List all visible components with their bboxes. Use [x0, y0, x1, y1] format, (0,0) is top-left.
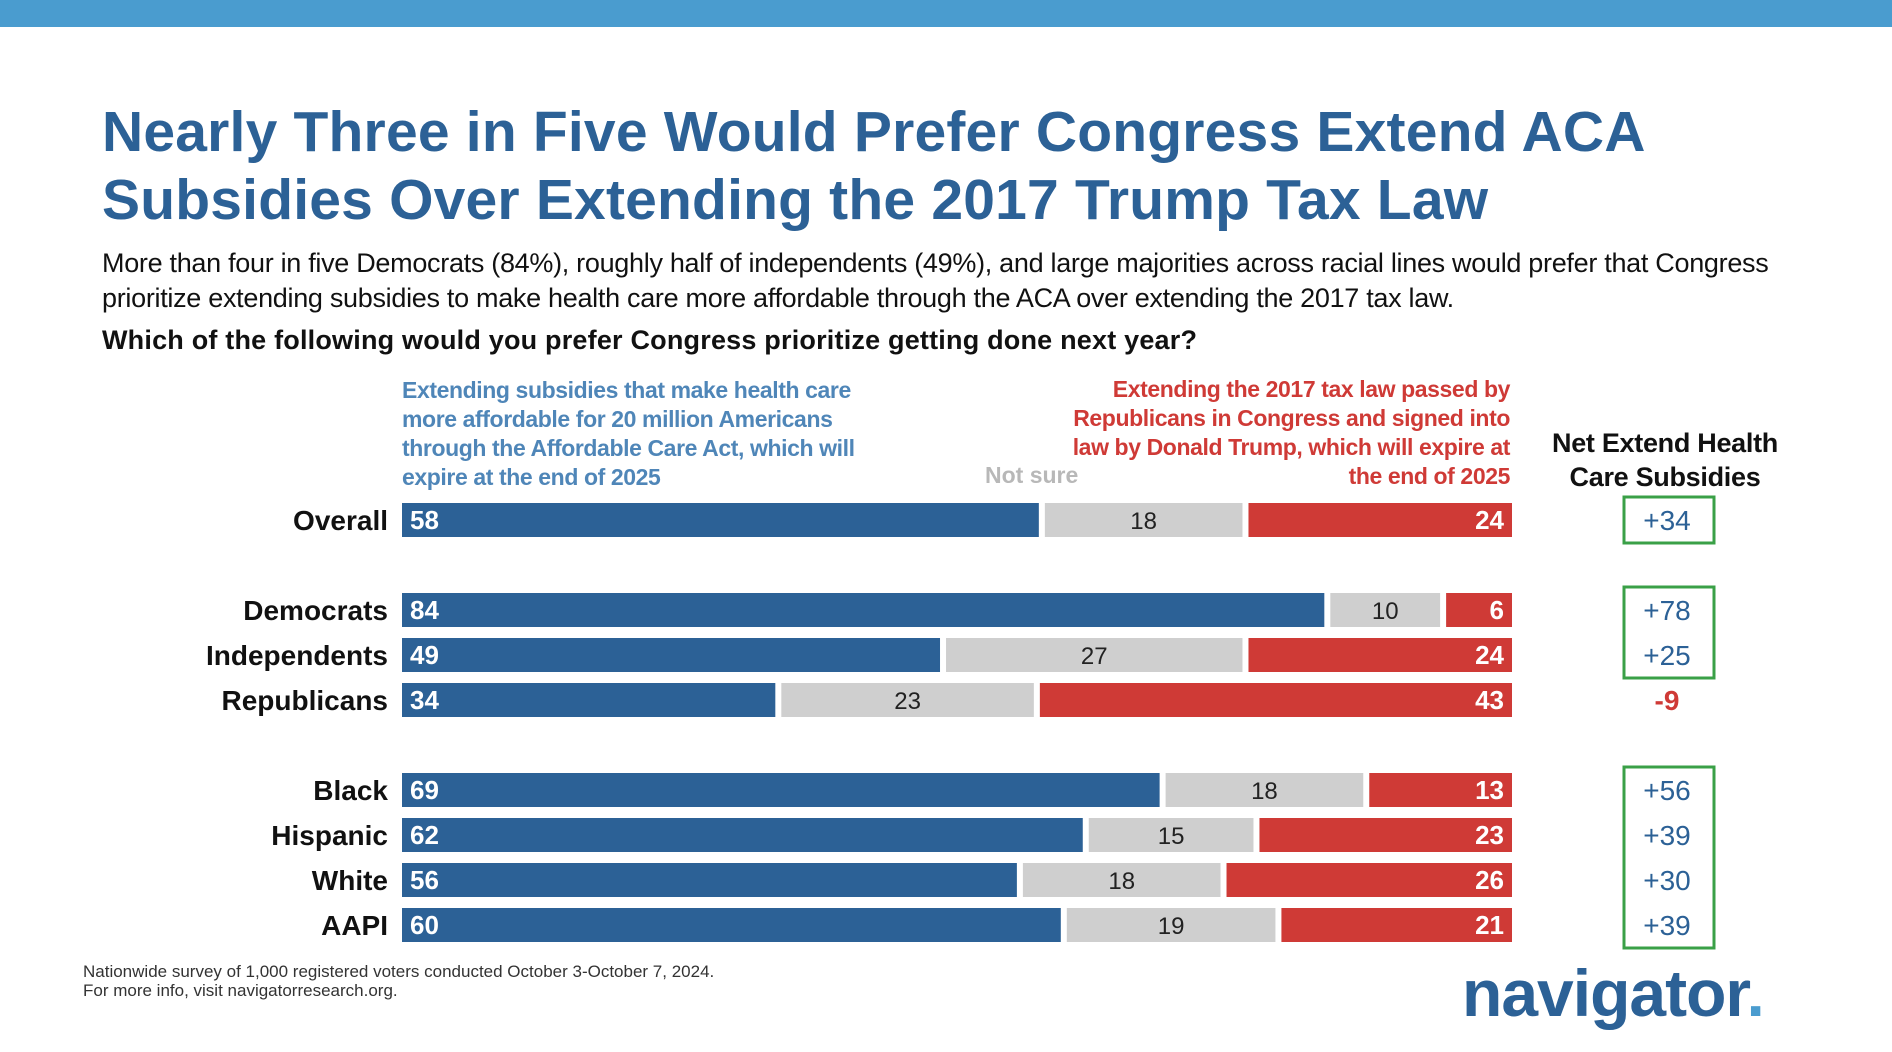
- net-box-group-1: [1622, 495, 1716, 545]
- value-label-extend-subsidies-hispanic: 62: [410, 820, 439, 850]
- net-value-white: +30: [1643, 865, 1691, 896]
- net-value-overall: +34: [1643, 505, 1691, 536]
- value-label-extend-subsidies-democrats: 84: [410, 595, 439, 625]
- bar-not-sure-hispanic: [1088, 818, 1254, 852]
- net-value-democrats: +78: [1643, 595, 1691, 626]
- category-label-independents: Independents: [206, 640, 388, 671]
- bar-extend-subsidies-republicans: [402, 683, 776, 717]
- value-label-not-sure-democrats: 10: [1372, 598, 1399, 625]
- bar-extend-subsidies-overall: [402, 503, 1039, 537]
- bar-extend-tax-law-democrats: [1446, 593, 1512, 627]
- bar-extend-subsidies-hispanic: [402, 818, 1083, 852]
- value-label-extend-tax-law-black: 13: [1475, 775, 1504, 805]
- bar-not-sure-overall: [1044, 503, 1243, 537]
- value-label-extend-tax-law-republicans: 43: [1475, 685, 1504, 715]
- survey-question: Which of the following would you prefer …: [102, 325, 1198, 355]
- value-label-not-sure-republicans: 23: [894, 688, 921, 715]
- bar-extend-subsidies-white: [402, 863, 1017, 897]
- value-label-extend-tax-law-democrats: 6: [1490, 595, 1504, 625]
- page-subtitle: More than four in five Democrats (84%), …: [102, 248, 1769, 313]
- bar-extend-subsidies-democrats: [402, 593, 1325, 627]
- category-label-black: Black: [313, 775, 388, 806]
- net-value-aapi: +39: [1643, 910, 1691, 941]
- bar-not-sure-independents: [946, 638, 1243, 672]
- series-label-not-sure: Not sure: [985, 462, 1079, 488]
- value-label-not-sure-white: 18: [1108, 868, 1135, 895]
- value-label-not-sure-independents: 27: [1081, 643, 1108, 670]
- footnote: Nationwide survey of 1,000 registered vo…: [83, 962, 983, 1000]
- bar-not-sure-democrats: [1330, 593, 1441, 627]
- bar-extend-subsidies-aapi: [402, 908, 1061, 942]
- value-label-extend-tax-law-independents: 24: [1475, 640, 1504, 670]
- bar-extend-tax-law-black: [1369, 773, 1512, 807]
- category-label-republicans: Republicans: [222, 685, 388, 716]
- value-label-not-sure-hispanic: 15: [1158, 823, 1185, 850]
- bar-extend-tax-law-aapi: [1281, 908, 1512, 942]
- footnote-line-1: Nationwide survey of 1,000 registered vo…: [83, 962, 715, 981]
- value-label-extend-subsidies-aapi: 60: [410, 910, 439, 940]
- value-label-extend-subsidies-white: 56: [410, 865, 439, 895]
- net-value-hispanic: +39: [1643, 820, 1691, 851]
- top-accent-bar: [0, 0, 1892, 27]
- bar-extend-tax-law-independents: [1248, 638, 1512, 672]
- bar-extend-subsidies-black: [402, 773, 1160, 807]
- logo-dot: .: [1746, 956, 1764, 1030]
- category-label-aapi: AAPI: [321, 910, 388, 941]
- value-label-extend-subsidies-black: 69: [410, 775, 439, 805]
- value-label-extend-subsidies-independents: 49: [410, 640, 439, 670]
- value-label-extend-tax-law-aapi: 21: [1475, 910, 1504, 940]
- value-label-not-sure-aapi: 19: [1158, 913, 1185, 940]
- navigator-logo: navigator.: [1462, 955, 1765, 1031]
- net-value-republicans: -9: [1655, 685, 1680, 716]
- bar-extend-subsidies-independents: [402, 638, 941, 672]
- footnote-line-2: For more info, visit navigatorresearch.o…: [83, 981, 398, 1000]
- value-label-extend-tax-law-hispanic: 23: [1475, 820, 1504, 850]
- net-column-title: Net Extend Health Care Subsidies: [1552, 428, 1778, 492]
- net-value-independents: +25: [1643, 640, 1691, 671]
- page-title: Nearly Three in Five Would Prefer Congre…: [102, 100, 1644, 232]
- net-box-group-3: [1622, 765, 1716, 950]
- category-label-hispanic: Hispanic: [271, 820, 388, 851]
- value-label-extend-subsidies-overall: 58: [410, 505, 439, 535]
- series-label-extend-subsidies: Extending subsidies that make health car…: [402, 377, 855, 490]
- value-label-extend-subsidies-republicans: 34: [410, 685, 439, 715]
- value-label-extend-tax-law-white: 26: [1475, 865, 1504, 895]
- bar-extend-tax-law-overall: [1248, 503, 1512, 537]
- logo-text: navigator: [1462, 956, 1747, 1030]
- bar-extend-tax-law-hispanic: [1259, 818, 1512, 852]
- bar-not-sure-white: [1022, 863, 1221, 897]
- bar-extend-tax-law-white: [1226, 863, 1512, 897]
- series-label-extend-tax-law: Extending the 2017 tax law passed by Rep…: [1072, 376, 1511, 489]
- bar-not-sure-black: [1165, 773, 1364, 807]
- bar-extend-tax-law-republicans: [1039, 683, 1512, 717]
- net-box-group-2: [1622, 585, 1716, 680]
- value-label-not-sure-black: 18: [1251, 778, 1278, 805]
- value-label-extend-tax-law-overall: 24: [1475, 505, 1504, 535]
- category-label-democrats: Democrats: [243, 595, 388, 626]
- value-label-not-sure-overall: 18: [1130, 508, 1157, 535]
- bar-not-sure-republicans: [781, 683, 1034, 717]
- category-label-white: White: [312, 865, 388, 896]
- bar-not-sure-aapi: [1066, 908, 1276, 942]
- category-label-overall: Overall: [293, 505, 388, 536]
- net-value-black: +56: [1643, 775, 1691, 806]
